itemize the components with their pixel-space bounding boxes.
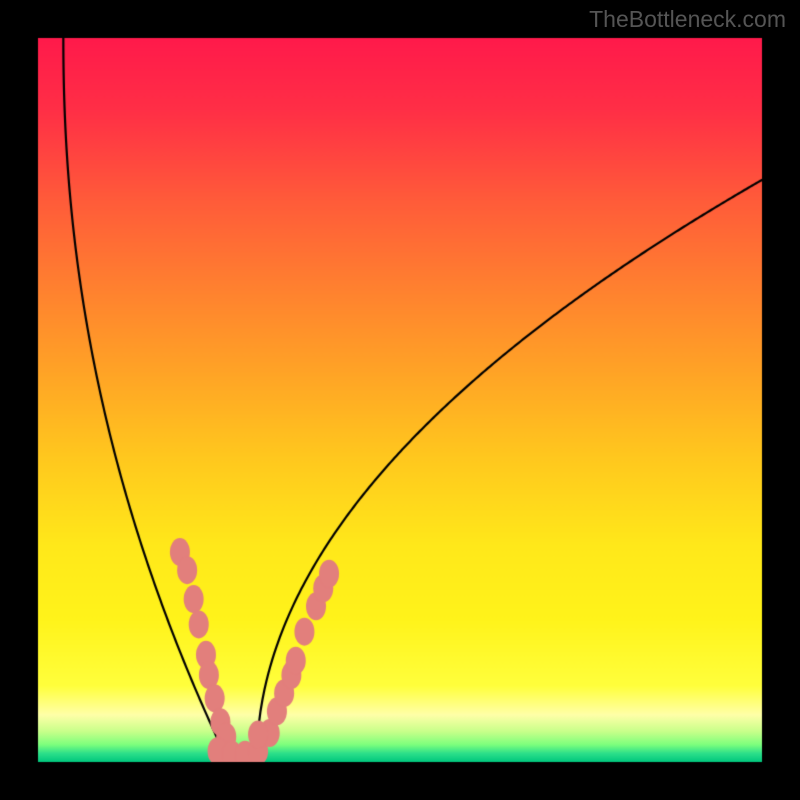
watermark-label: TheBottleneck.com: [589, 6, 786, 33]
chart-root: TheBottleneck.com: [0, 0, 800, 800]
chart-canvas: [0, 0, 800, 800]
